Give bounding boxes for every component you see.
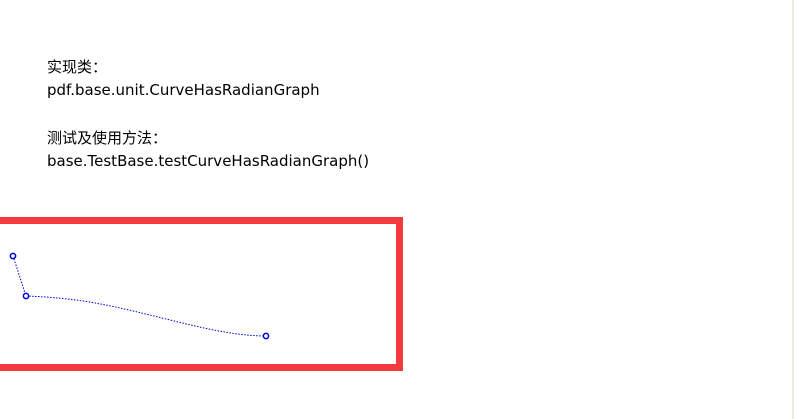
highlighted-diagram-frame (0, 217, 403, 371)
test-usage-label: 测试及使用方法： (47, 129, 168, 147)
implementation-section: 实现类： pdf.base.unit.CurveHasRadianGraph (47, 56, 320, 102)
implementation-class-name: pdf.base.unit.CurveHasRadianGraph (47, 81, 320, 99)
page-right-border (792, 0, 794, 419)
implementation-label: 实现类： (47, 58, 108, 76)
test-method-name: base.TestBase.testCurveHasRadianGraph() (47, 152, 370, 170)
test-usage-section: 测试及使用方法： base.TestBase.testCurveHasRadia… (47, 127, 369, 173)
